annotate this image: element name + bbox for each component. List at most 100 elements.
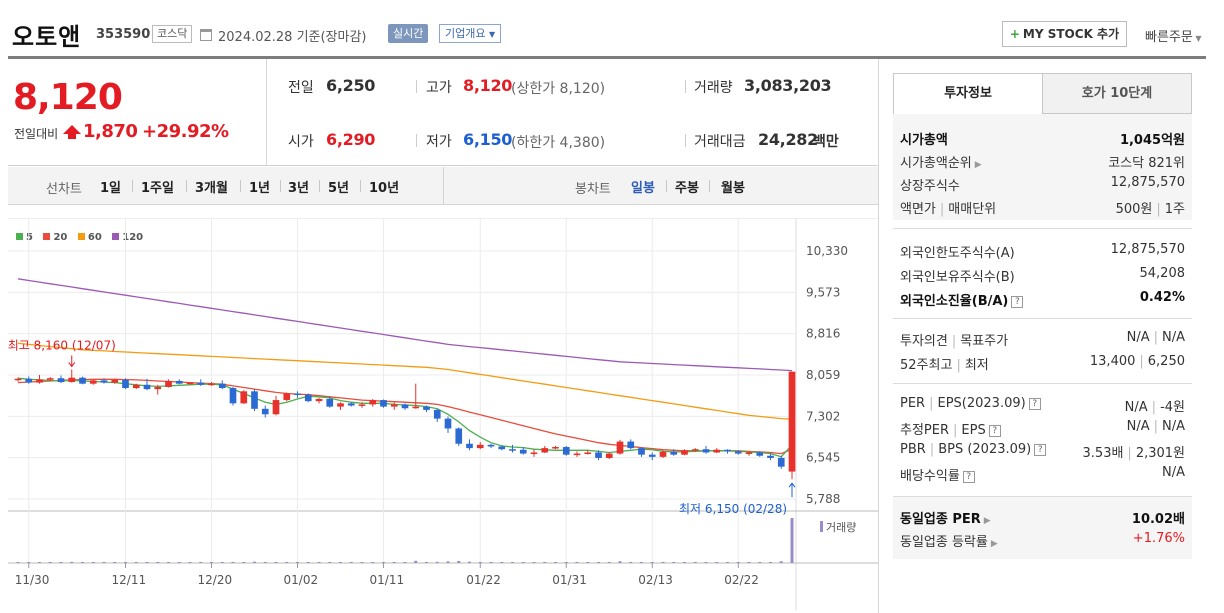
info-row[interactable]: PER | EPS(2023.09)? N/A | -4원: [893, 394, 1192, 416]
volume-bar: [607, 562, 611, 563]
company-overview-button[interactable]: 기업개요 ▼: [439, 24, 502, 43]
candle-body: [455, 428, 463, 444]
info-key-2: 목표주가: [960, 334, 1009, 349]
info-key-wrap: 투자의견 | 목표주가: [900, 334, 1009, 349]
legend-ma5: 5: [16, 232, 33, 243]
divider: [186, 180, 187, 192]
candle-body: [36, 379, 43, 383]
volume-bar: [403, 562, 407, 563]
candlestick-chart[interactable]: 10,330 9,573 8,816 8,059 7,302 6,545 5,788 11/3…: [8, 218, 878, 610]
candle-body: [165, 380, 172, 387]
candle-body: [788, 371, 796, 472]
info-row[interactable]: 동일업종 PER ▶ 10.02배: [893, 506, 1192, 528]
info-key: 액면가: [900, 202, 936, 217]
divider: [893, 383, 1192, 384]
info-row: 52주최고 | 최저 13,400 | 6,250: [893, 352, 1192, 374]
y-tick-label: 8,816: [806, 327, 840, 341]
volume-bar: [317, 562, 321, 563]
low-value: 6,150: [463, 130, 513, 149]
candle-body: [100, 380, 108, 383]
period-5y[interactable]: 5년: [328, 181, 350, 196]
realtime-button[interactable]: 실시간: [388, 24, 429, 43]
divider: [266, 59, 267, 166]
period-3m[interactable]: 3개월: [195, 181, 228, 196]
volume-bar: [586, 562, 590, 563]
period-1y[interactable]: 1년: [249, 181, 271, 196]
volume-bar: [478, 562, 482, 563]
info-key-wrap: 배당수익률?: [900, 465, 975, 484]
candle-body: [584, 452, 592, 454]
mystock-add-button[interactable]: + MY STOCK 추가: [1002, 21, 1127, 47]
info-value: N/A: [1162, 465, 1185, 480]
volume-bar: [392, 562, 396, 563]
candle-body: [498, 446, 506, 450]
period-1w[interactable]: 1주일: [141, 181, 174, 196]
price-chart[interactable]: 5 20 60 120 10,330 9,573 8,816 8,059 7,302 6,…: [8, 218, 878, 610]
low-label: 저가: [426, 134, 452, 150]
period-10y[interactable]: 10년: [369, 181, 400, 196]
divider: [280, 180, 281, 192]
divider: [685, 80, 686, 93]
candle-body: [358, 404, 366, 406]
tab-order-book[interactable]: 호가 10단계: [1042, 73, 1192, 114]
period-3y[interactable]: 3년: [288, 181, 310, 196]
info-tabs: 투자정보 호가 10단계: [893, 73, 1192, 114]
info-key-wrap: 외국인한도주식수(A): [900, 242, 1015, 261]
info-value-2: 2,301원: [1135, 446, 1185, 461]
volume-bar: [640, 562, 643, 563]
help-icon[interactable]: ?: [962, 471, 975, 483]
info-value-wrap: N/A | N/A: [1126, 419, 1185, 434]
quick-order-button[interactable]: 빠른주문 ▼: [1145, 26, 1202, 45]
candle-weekly[interactable]: 주봉: [675, 181, 699, 196]
candle-body: [347, 403, 355, 406]
info-value-wrap: 12,875,570: [1111, 242, 1185, 257]
divider: [709, 180, 710, 192]
info-value-2: N/A: [1162, 330, 1185, 345]
info-key: 배당수익률: [900, 469, 960, 484]
info-value: N/A: [1126, 419, 1150, 434]
help-icon[interactable]: ?: [1034, 444, 1047, 456]
x-tick-label: 02/13: [638, 573, 673, 587]
company-overview-label: 기업개요: [445, 27, 486, 40]
info-group-1: [893, 114, 1192, 220]
candle-body: [25, 378, 33, 383]
info-row[interactable]: 시가총액순위 ▶ 코스닥 821위: [893, 150, 1192, 172]
help-icon[interactable]: ?: [988, 425, 1001, 437]
info-row[interactable]: 동일업종 등락률 ▶ +1.76%: [893, 529, 1192, 551]
info-key-wrap: 추정PER | EPS?: [900, 419, 1001, 438]
info-row[interactable]: 배당수익률? N/A: [893, 463, 1192, 485]
candle-body: [767, 455, 774, 458]
low-arrow-head: [788, 482, 796, 488]
help-icon[interactable]: ?: [1011, 296, 1024, 308]
candle-body: [423, 406, 430, 410]
period-1d[interactable]: 1일: [100, 181, 122, 196]
amount-value: 24,282: [758, 130, 818, 149]
candle-monthly[interactable]: 월봉: [721, 181, 745, 196]
info-key-wrap: 상장주식수: [900, 175, 960, 194]
legend-ma20: 20: [43, 232, 67, 243]
help-icon[interactable]: ?: [1028, 398, 1041, 410]
info-row[interactable]: 추정PER | EPS? N/A | N/A: [893, 417, 1192, 439]
volume-bar: [575, 562, 579, 563]
quick-order-label: 빠른주문: [1145, 30, 1193, 45]
info-row[interactable]: 외국인소진율(B/A)? 0.42%: [893, 288, 1192, 310]
info-key: PBR: [900, 442, 926, 457]
volume-bar: [414, 560, 418, 563]
y-tick-label: 6,545: [806, 451, 840, 465]
info-row: 상장주식수 12,875,570: [893, 173, 1192, 195]
candle-body: [444, 418, 452, 429]
info-row[interactable]: PBR | BPS (2023.09)? 3.53배 | 2,301원: [893, 440, 1192, 462]
y-tick-label: 8,059: [806, 368, 840, 382]
tab-invest-info[interactable]: 투자정보: [893, 73, 1043, 114]
candle-daily[interactable]: 일봉: [631, 181, 655, 196]
high-arrow-head: [68, 362, 76, 368]
info-value: N/A: [1126, 330, 1150, 345]
volume-bar: [511, 562, 514, 563]
info-key: 추정PER: [900, 423, 950, 438]
candle-body: [390, 404, 398, 407]
ma120-line: [17, 278, 793, 372]
volume-bar: [145, 562, 149, 563]
volume-bar: [661, 562, 665, 563]
candle-body: [337, 403, 344, 407]
candle-body: [756, 452, 764, 456]
